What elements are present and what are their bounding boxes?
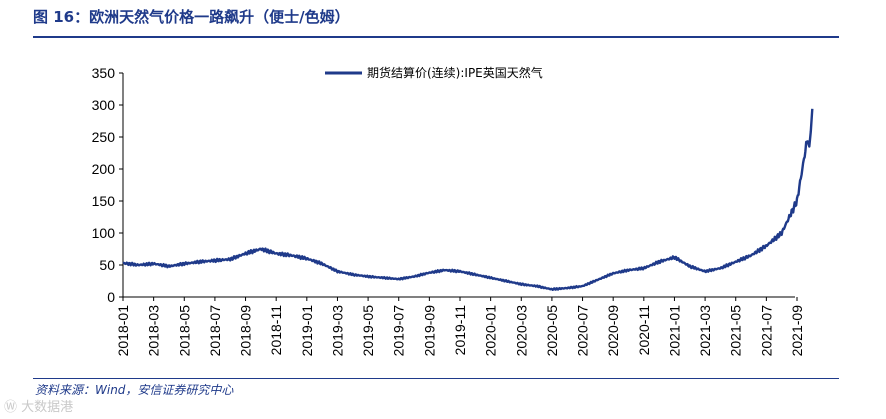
y-tick-label: 250: [92, 129, 116, 145]
y-tick-label: 200: [92, 161, 116, 177]
x-tick-label: 2020-11: [636, 305, 652, 356]
source-note: 资料来源：Wind，安信证券研究中心: [35, 383, 234, 397]
x-tick-label: 2020-05: [544, 305, 560, 357]
price-line-chart: 0 50 100 150 200 250 300 350 2018-01 2018-03 2018-…: [92, 65, 814, 357]
x-tick-label: 2018-01: [115, 305, 131, 357]
y-tick-label: 150: [92, 193, 116, 209]
x-tick-label: 2021-09: [789, 305, 805, 357]
x-tick-label: 2021-01: [666, 305, 682, 357]
y-tick-label: 0: [107, 289, 115, 305]
y-tick-label: 100: [92, 225, 116, 241]
footer-rule: [33, 378, 839, 379]
x-tick-label: 2018-05: [176, 305, 192, 357]
x-tick-label: 2018-11: [268, 305, 284, 356]
x-tick-label: 2020-01: [483, 305, 499, 357]
x-tick-label: 2018-03: [146, 305, 162, 357]
y-tick-label: 50: [99, 257, 115, 273]
watermark-logo: Ⓦ 大数据港: [4, 400, 74, 415]
x-tick-label: 2019-01: [299, 305, 315, 357]
x-tick-label: 2020-09: [605, 305, 621, 357]
x-tick-label: 2018-09: [238, 305, 254, 357]
x-tick-label: 2021-03: [697, 305, 713, 357]
x-tick-label: 2019-05: [360, 305, 376, 357]
chart-title: 图 16：欧洲天然气价格一路飙升（便士/色姆）: [33, 8, 350, 26]
x-tick-label: 2021-07: [758, 305, 774, 357]
y-tick-label: 350: [92, 65, 116, 81]
y-tick-label: 300: [92, 97, 116, 113]
x-tick-label: 2018-07: [207, 305, 223, 357]
x-tick-label: 2020-07: [575, 305, 591, 357]
x-tick-label: 2019-03: [329, 305, 345, 357]
legend-label: 期货结算价(连续):IPE英国天然气: [367, 65, 543, 80]
x-tick-label: 2020-03: [513, 305, 529, 357]
series-line: [122, 108, 814, 291]
title-rule: [33, 36, 839, 38]
x-tick-label: 2019-09: [421, 305, 437, 357]
x-tick-label: 2019-11: [452, 305, 468, 356]
x-tick-label: 2021-05: [728, 305, 744, 357]
x-tick-label: 2019-07: [391, 305, 407, 357]
